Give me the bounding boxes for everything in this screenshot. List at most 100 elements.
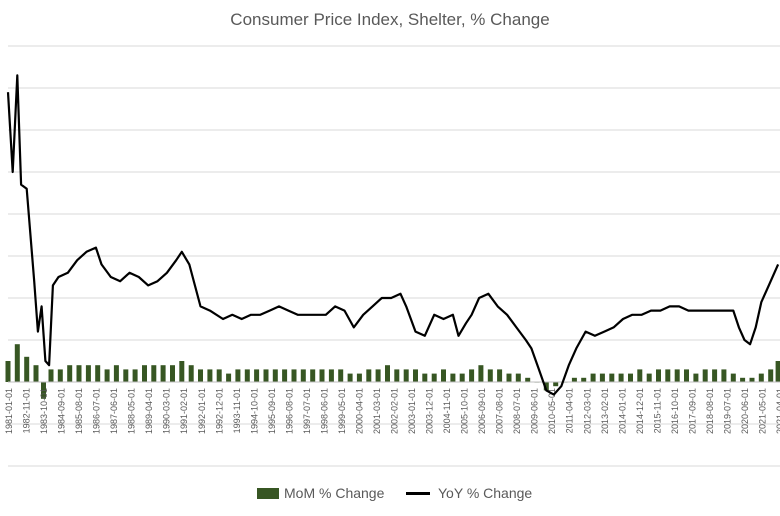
x-tick-label: 2019-07-01 (722, 388, 732, 434)
x-tick-label: 1982-11-01 (22, 388, 32, 433)
bar-mom (525, 377, 531, 382)
bar-mom (142, 365, 147, 382)
bar-mom (758, 373, 764, 382)
bar-mom (712, 369, 718, 382)
bar-mom (263, 369, 269, 382)
bar-mom (478, 365, 484, 382)
bar-mom (618, 373, 624, 382)
bar-mom (366, 369, 372, 382)
bar-mom (497, 369, 503, 382)
bar-mom (76, 365, 82, 382)
x-tick-label: 2021-05-01 (758, 388, 768, 434)
bar-mom (543, 382, 549, 391)
bar-mom (693, 373, 699, 382)
bar-mom (609, 373, 615, 382)
x-tick-label: 1988-05-01 (127, 388, 137, 434)
bar-mom (394, 369, 400, 382)
x-tick-label: 1985-08-01 (74, 388, 84, 434)
bar-mom (328, 369, 334, 382)
bar-mom (775, 361, 780, 382)
x-tick-label: 2017-09-01 (687, 388, 697, 434)
x-tick-label: 1996-08-01 (284, 388, 294, 434)
line-series-yoy (6, 74, 780, 396)
bar-mom (272, 369, 278, 382)
bar-mom (441, 369, 446, 382)
x-tick-label: 1989-04-01 (144, 388, 154, 434)
x-tick-label: 2008-07-01 (512, 388, 522, 434)
x-tick-label: 2007-08-01 (495, 388, 505, 434)
x-tick-label: 1986-07-01 (92, 388, 102, 434)
bar-mom (375, 369, 381, 382)
x-tick-label: 1984-09-01 (57, 388, 67, 434)
bar-mom (450, 373, 456, 382)
bar-mom (198, 369, 203, 382)
bar-mom (459, 373, 465, 382)
legend-swatch-line (406, 491, 430, 495)
bar-mom (160, 365, 166, 382)
bar-mom (721, 369, 727, 382)
x-tick-label: 1999-05-01 (337, 388, 347, 434)
bar-mom (571, 377, 577, 382)
x-tick-labels: 1981-01-01 1982-11-01 1983-10-01 1984-09-01… (4, 388, 780, 434)
bar-mom (674, 369, 680, 382)
bar-mom (646, 373, 652, 382)
bar-mom (422, 373, 428, 382)
x-tick-label: 2013-02-01 (600, 388, 610, 434)
bar-mom (553, 382, 559, 387)
bar-mom (207, 369, 213, 382)
bar-mom (14, 344, 20, 382)
bar-mom (385, 365, 390, 382)
bar-mom (132, 369, 138, 382)
bar-mom (188, 365, 194, 382)
x-tick-label: 2010-05-01 (547, 388, 557, 434)
x-tick-label: 2000-04-01 (355, 388, 365, 434)
x-tick-label: 1995-09-01 (267, 388, 277, 434)
bar-mom (300, 369, 306, 382)
x-tick-label: 1992-01-01 (197, 388, 207, 434)
bar-mom (226, 373, 232, 382)
bar-mom (24, 356, 30, 382)
bar-mom (235, 369, 241, 382)
legend-label-yoy: YoY % Change (438, 485, 533, 501)
legend-label-mom: MoM % Change (284, 485, 385, 501)
bar-mom (282, 369, 288, 382)
x-tick-label: 1983-10-01 (39, 388, 49, 434)
bar-mom (515, 373, 521, 382)
bar-mom (310, 369, 316, 382)
bar-mom (590, 373, 596, 382)
bar-mom (67, 365, 73, 382)
bar-mom (179, 361, 185, 382)
bar-mom (347, 373, 353, 382)
x-tick-label: 1992-12-01 (214, 388, 224, 434)
x-tick-label: 1994-10-01 (249, 388, 259, 434)
x-tick-label: 2009-06-01 (530, 388, 540, 434)
chart-title: Consumer Price Index, Shelter, % Change (230, 10, 550, 29)
bar-mom (431, 373, 437, 382)
bar-mom (113, 365, 119, 382)
x-tick-label: 2002-02-01 (390, 388, 400, 434)
x-tick-label: 1998-06-01 (319, 388, 329, 434)
bar-mom (254, 369, 260, 382)
x-tick-label: 1993-11-01 (232, 388, 242, 433)
bar-mom (319, 369, 325, 382)
bar-mom (151, 365, 157, 382)
bar-series-mom (5, 344, 780, 399)
bar-mom (216, 369, 222, 382)
x-tick-label: 2018-08-01 (705, 388, 715, 434)
x-tick-label: 2006-09-01 (477, 388, 487, 434)
bar-mom (57, 369, 63, 382)
bar-mom (749, 377, 755, 382)
x-tick-label: 2011-04-01 (565, 388, 575, 433)
x-tick-label: 2012-03-01 (582, 388, 592, 434)
bar-mom (170, 365, 175, 382)
bar-mom (123, 369, 129, 382)
x-tick-label: 2020-06-01 (740, 388, 750, 434)
bar-mom (41, 382, 46, 399)
x-tick-label: 2003-12-01 (425, 388, 435, 434)
line-yoy (6, 74, 780, 396)
x-tick-label: 2005-10-01 (460, 388, 470, 434)
bar-mom (291, 369, 297, 382)
bar-mom (85, 365, 91, 382)
bar-mom (656, 369, 661, 382)
